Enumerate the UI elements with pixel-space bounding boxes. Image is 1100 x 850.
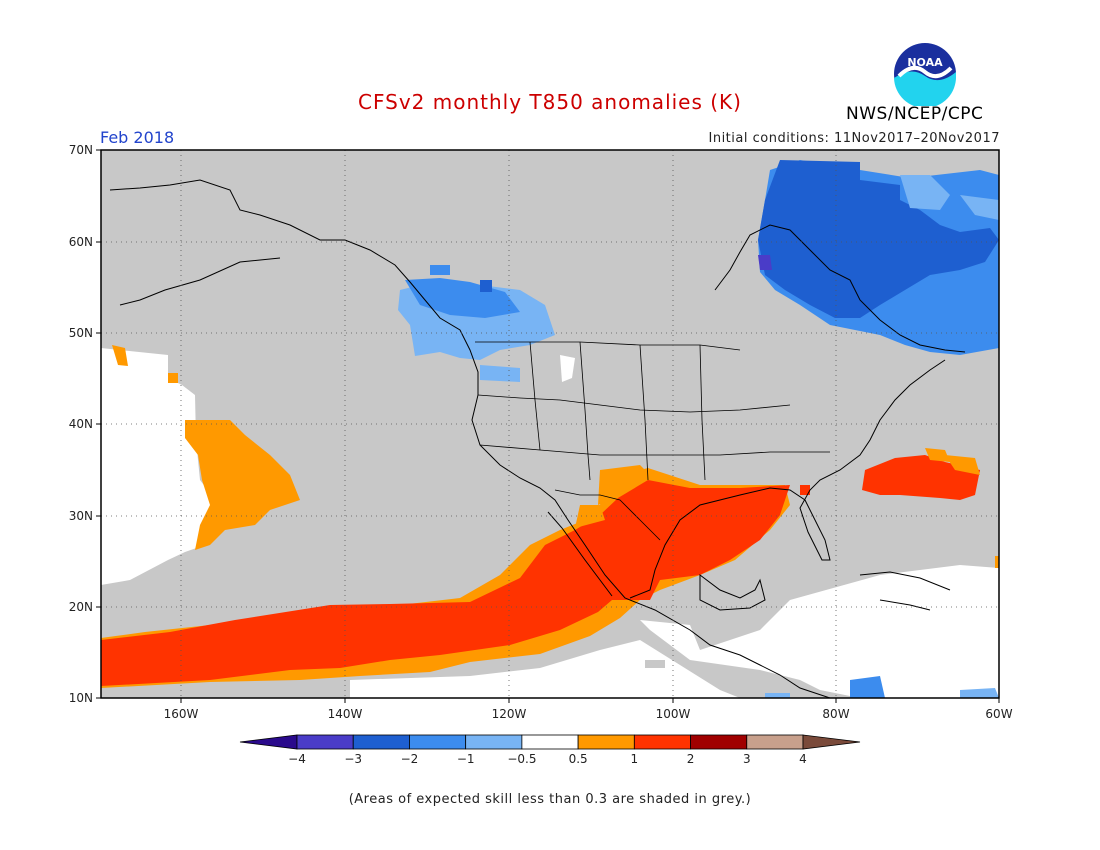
color-legend xyxy=(239,734,861,750)
axis-ticks xyxy=(96,149,1000,703)
agency-label: NWS/NCEP/CPC xyxy=(846,104,984,124)
lon-label-160w: 160W xyxy=(164,707,199,721)
legend-swatch-3 xyxy=(409,734,467,750)
legend-tick-label: −2 xyxy=(401,752,419,766)
latitude-labels: 70N 60N 50N 40N 30N 20N 10N xyxy=(69,143,93,705)
lon-label-60w: 60W xyxy=(985,707,1012,721)
lat-label-20n: 20N xyxy=(69,600,93,614)
forecast-period: Feb 2018 xyxy=(100,128,175,147)
legend-tick-label: 0.5 xyxy=(569,752,588,766)
cold-anomalies xyxy=(398,160,999,698)
lon-label-80w: 80W xyxy=(822,707,849,721)
lat-label-30n: 30N xyxy=(69,509,93,523)
legend-tick-labels: −4 −3 −2 −1 −0.5 0.5 1 2 3 4 xyxy=(288,752,807,766)
legend-swatch-highest xyxy=(802,734,861,750)
legend-tick-label: −1 xyxy=(457,752,475,766)
neutral-regions xyxy=(101,348,999,698)
lat-label-50n: 50N xyxy=(69,326,93,340)
political-borders xyxy=(475,341,830,541)
legend-tick-label: −3 xyxy=(344,752,362,766)
lat-label-60n: 60N xyxy=(69,235,93,249)
legend-swatch-4 xyxy=(465,734,523,750)
noaa-logo-text: NOAA xyxy=(907,56,943,69)
lat-label-10n: 10N xyxy=(69,691,93,705)
lat-label-40n: 40N xyxy=(69,417,93,431)
longitude-labels: 160W 140W 120W 100W 80W 60W xyxy=(164,707,1013,721)
legend-tick-label: −4 xyxy=(288,752,306,766)
legend-swatch-2 xyxy=(352,734,410,750)
legend-swatch-8 xyxy=(690,734,748,750)
skill-footnote: (Areas of expected skill less than 0.3 a… xyxy=(348,792,752,807)
legend-tick-label: 3 xyxy=(743,752,751,766)
legend-swatch-lowest xyxy=(239,734,298,750)
legend-swatch-7 xyxy=(633,734,691,750)
lon-label-120w: 120W xyxy=(492,707,527,721)
lon-label-140w: 140W xyxy=(328,707,363,721)
lon-label-100w: 100W xyxy=(656,707,691,721)
legend-tick-label: −0.5 xyxy=(507,752,536,766)
legend-swatch-9 xyxy=(746,734,804,750)
legend-swatch-6 xyxy=(577,734,635,750)
initial-conditions: Initial conditions: 11Nov2017–20Nov2017 xyxy=(708,131,1000,146)
legend-tick-label: 4 xyxy=(799,752,807,766)
noaa-logo: NOAA xyxy=(894,43,957,106)
legend-swatch-5 xyxy=(521,734,579,750)
legend-swatch-1 xyxy=(296,734,354,750)
chart-title: CFSv2 monthly T850 anomalies (K) xyxy=(358,90,742,114)
warm-anomalies xyxy=(101,345,999,688)
legend-tick-label: 2 xyxy=(687,752,695,766)
legend-tick-label: 1 xyxy=(631,752,639,766)
lat-label-70n: 70N xyxy=(69,143,93,157)
